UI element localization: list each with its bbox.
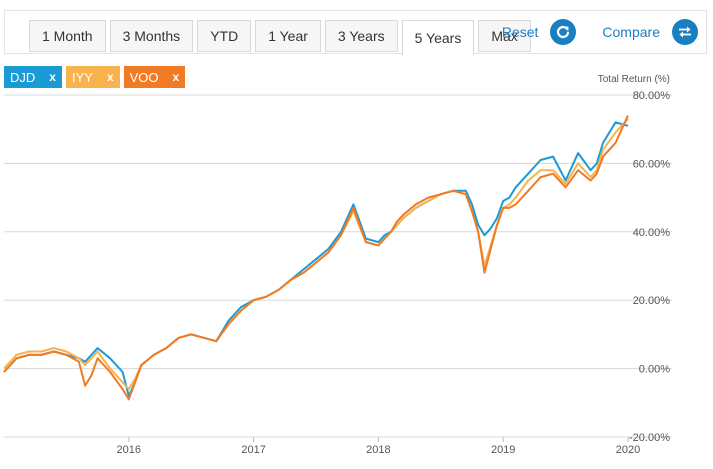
ticker-chip-djd: DJD x bbox=[4, 66, 62, 88]
x-tick-label: 2018 bbox=[366, 444, 390, 456]
range-tab-1-year[interactable]: 1 Year bbox=[255, 20, 321, 52]
ticker-chip-voo: VOO x bbox=[123, 66, 186, 88]
swap-arrows-icon bbox=[679, 26, 691, 38]
reset-label[interactable]: Reset bbox=[501, 24, 539, 40]
y-tick-label: 20.00% bbox=[633, 295, 671, 307]
ticker-name: DJD bbox=[10, 69, 36, 85]
range-tab-1-month[interactable]: 1 Month bbox=[29, 20, 106, 52]
y-tick-label: -20.00% bbox=[629, 432, 670, 444]
range-toolbar: 1 Month 3 Months YTD 1 Year 3 Years 5 Years Ma… bbox=[4, 10, 707, 56]
range-tab-max[interactable]: Max bbox=[478, 20, 531, 52]
ticker-name: IYY bbox=[71, 69, 93, 85]
x-tick-label: 2020 bbox=[616, 444, 640, 456]
toolbar-actions: Reset Compare bbox=[502, 19, 698, 45]
ticker-chip-iyy: IYY x bbox=[65, 66, 120, 88]
reset-button[interactable] bbox=[550, 19, 577, 45]
refresh-icon bbox=[557, 25, 570, 39]
remove-ticker-icon[interactable]: x bbox=[49, 70, 56, 84]
x-tick-label: 2017 bbox=[241, 444, 265, 456]
x-tick-label: 2016 bbox=[117, 444, 141, 456]
x-tick-label: 2019 bbox=[491, 444, 515, 456]
y-tick-label: 80.00% bbox=[633, 90, 671, 102]
range-tab-5-years[interactable]: 5 Years bbox=[401, 20, 475, 56]
y-axis-title: Total Return (%) bbox=[598, 74, 670, 85]
ticker-chips: DJD x IYY x VOO x bbox=[4, 66, 189, 88]
y-tick-label: 0.00% bbox=[639, 364, 670, 376]
range-tab-3-months[interactable]: 3 Months bbox=[109, 20, 194, 52]
compare-button[interactable] bbox=[672, 19, 698, 45]
y-tick-label: 60.00% bbox=[633, 158, 671, 170]
compare-label[interactable]: Compare bbox=[602, 24, 660, 40]
series-line-voo bbox=[3, 115, 629, 401]
ticker-name: VOO bbox=[129, 69, 159, 85]
range-tab-3-years[interactable]: 3 Years bbox=[324, 20, 398, 52]
remove-ticker-icon[interactable]: x bbox=[106, 70, 114, 84]
range-tab-ytd[interactable]: YTD bbox=[197, 20, 252, 52]
remove-ticker-icon[interactable]: x bbox=[172, 70, 180, 84]
y-tick-label: 40.00% bbox=[633, 227, 671, 239]
range-tabs: 1 Month 3 Months YTD 1 Year 3 Years 5 Years Ma… bbox=[29, 20, 535, 56]
series-line-djd bbox=[3, 121, 629, 397]
